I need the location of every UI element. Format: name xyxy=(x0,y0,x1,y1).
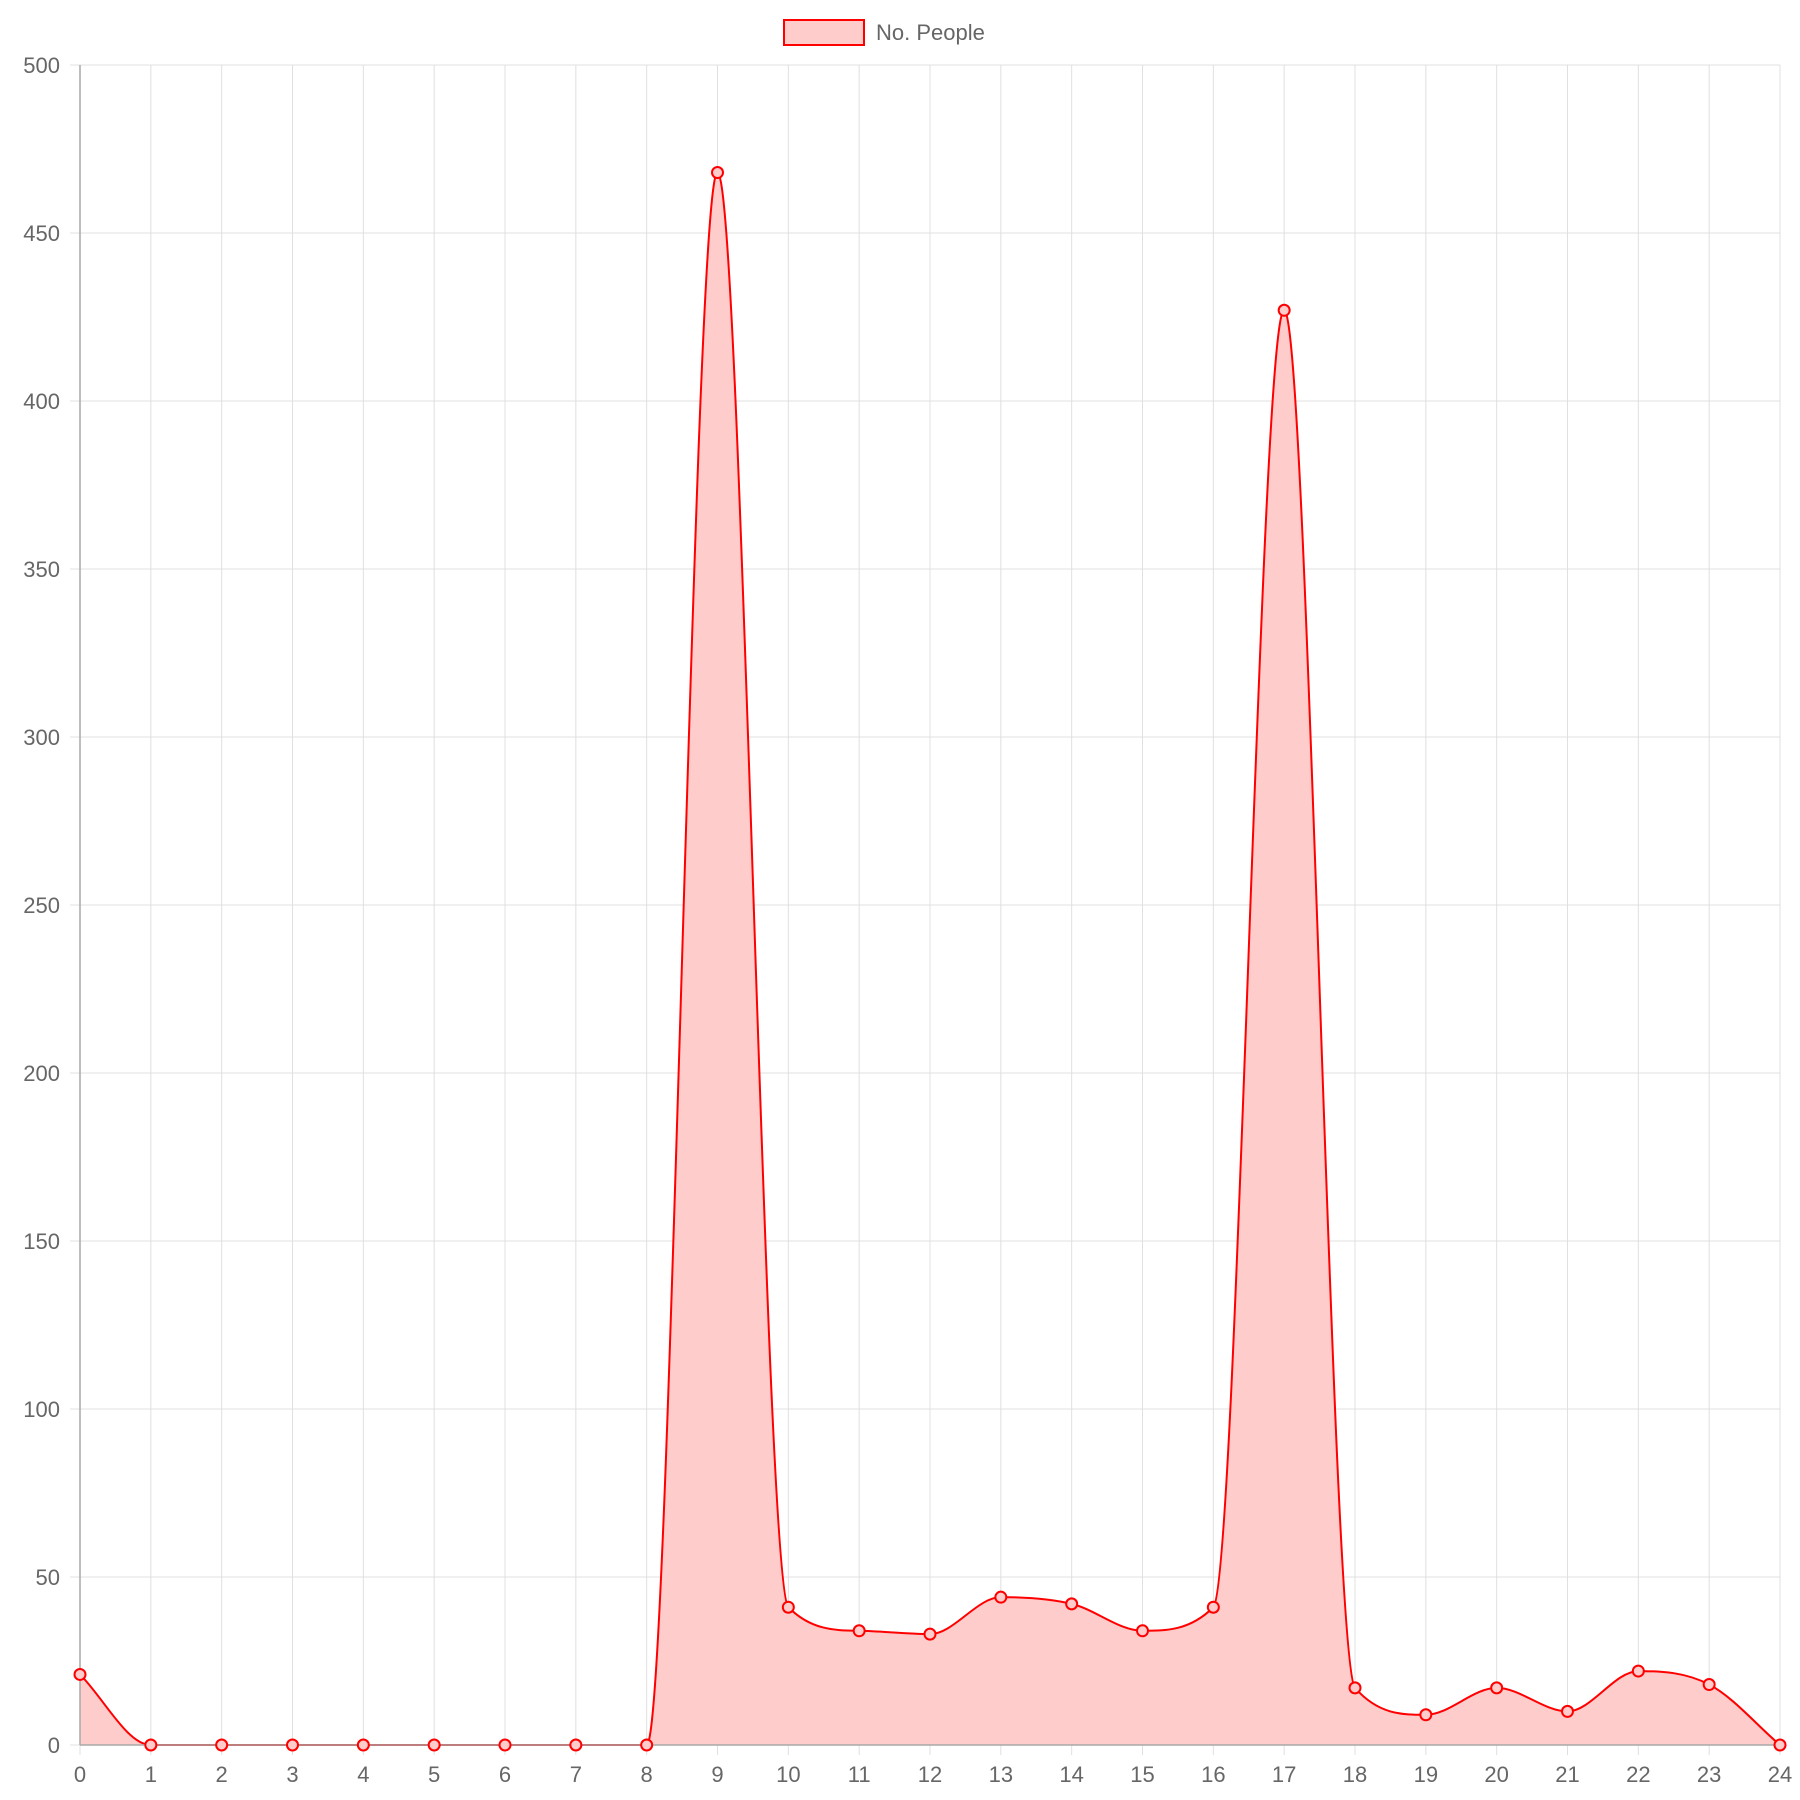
x-tick-label: 9 xyxy=(711,1762,723,1787)
y-tick-label: 450 xyxy=(23,221,60,246)
y-tick-label: 0 xyxy=(48,1733,60,1758)
data-point[interactable] xyxy=(1631,1664,1645,1678)
grid xyxy=(70,64,1781,1755)
data-points xyxy=(73,166,1787,1752)
x-tick-label: 2 xyxy=(216,1762,228,1787)
y-tick-label: 300 xyxy=(23,725,60,750)
data-point[interactable] xyxy=(144,1738,158,1752)
x-tick-label: 17 xyxy=(1272,1762,1296,1787)
data-point[interactable] xyxy=(1419,1708,1433,1722)
x-tick-label: 8 xyxy=(641,1762,653,1787)
x-tick-label: 23 xyxy=(1697,1762,1721,1787)
x-tick-label: 21 xyxy=(1555,1762,1579,1787)
x-tick-label: 16 xyxy=(1201,1762,1225,1787)
y-tick-label: 350 xyxy=(23,557,60,582)
x-tick-label: 12 xyxy=(918,1762,942,1787)
x-axis-ticks: 0 1 2 3 4 5 6 7 8 9 10 11 12 13 14 15 16 17 18 19 20 21 22 23 24 xyxy=(74,1762,1792,1787)
data-point[interactable] xyxy=(711,166,724,180)
data-point[interactable] xyxy=(1206,1600,1220,1614)
y-tick-label: 150 xyxy=(23,1229,60,1254)
x-tick-label: 14 xyxy=(1059,1762,1083,1787)
legend[interactable]: No. People xyxy=(783,19,985,46)
x-tick-label: 3 xyxy=(286,1762,298,1787)
data-point[interactable] xyxy=(498,1738,512,1752)
x-tick-label: 6 xyxy=(499,1762,511,1787)
x-tick-label: 10 xyxy=(776,1762,800,1787)
y-tick-label: 400 xyxy=(23,389,60,414)
data-point[interactable] xyxy=(286,1738,299,1752)
data-point[interactable] xyxy=(1136,1624,1149,1638)
x-tick-label: 18 xyxy=(1343,1762,1367,1787)
data-point[interactable] xyxy=(1702,1678,1716,1692)
x-tick-label: 22 xyxy=(1626,1762,1650,1787)
x-tick-label: 15 xyxy=(1130,1762,1154,1787)
data-point[interactable] xyxy=(1065,1597,1079,1611)
x-tick-label: 13 xyxy=(989,1762,1013,1787)
x-tick-label: 0 xyxy=(74,1762,86,1787)
data-point[interactable] xyxy=(569,1738,583,1752)
y-tick-label: 200 xyxy=(23,1061,60,1086)
legend-label: No. People xyxy=(876,20,985,45)
data-point[interactable] xyxy=(781,1600,795,1614)
data-point[interactable] xyxy=(427,1738,441,1752)
legend-swatch xyxy=(783,19,865,46)
x-tick-label: 20 xyxy=(1484,1762,1508,1787)
data-point[interactable] xyxy=(640,1738,654,1752)
x-tick-label: 24 xyxy=(1768,1762,1792,1787)
data-point[interactable] xyxy=(923,1627,937,1641)
x-tick-label: 4 xyxy=(357,1762,369,1787)
x-tick-label: 7 xyxy=(570,1762,582,1787)
data-point[interactable] xyxy=(1348,1681,1362,1695)
y-axis-ticks: 0 50 100 150 200 250 300 350 400 450 500 xyxy=(23,53,60,1758)
y-tick-label: 100 xyxy=(23,1397,60,1422)
data-point[interactable] xyxy=(356,1738,370,1752)
data-point[interactable] xyxy=(1277,303,1291,317)
data-point[interactable] xyxy=(852,1624,866,1638)
x-tick-label: 11 xyxy=(848,1762,871,1787)
x-tick-label: 1 xyxy=(145,1762,157,1787)
y-tick-label: 500 xyxy=(23,53,60,78)
data-point[interactable] xyxy=(73,1667,87,1681)
data-point[interactable] xyxy=(215,1738,229,1752)
data-point[interactable] xyxy=(1490,1681,1504,1695)
x-tick-label: 5 xyxy=(428,1762,440,1787)
data-point[interactable] xyxy=(1561,1704,1574,1718)
data-point[interactable] xyxy=(1773,1738,1787,1752)
y-tick-label: 50 xyxy=(36,1565,60,1590)
y-tick-label: 250 xyxy=(23,893,60,918)
x-tick-label: 19 xyxy=(1414,1762,1438,1787)
data-point[interactable] xyxy=(994,1590,1008,1604)
